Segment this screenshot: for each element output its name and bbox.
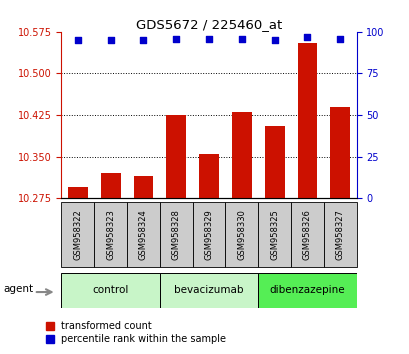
Point xyxy=(238,36,245,41)
Bar xyxy=(297,43,317,198)
Bar xyxy=(133,176,153,198)
Bar xyxy=(160,273,258,308)
Text: dibenzazepine: dibenzazepine xyxy=(269,285,344,295)
Text: control: control xyxy=(92,285,128,295)
Point xyxy=(107,38,114,43)
Bar xyxy=(258,202,290,267)
Text: agent: agent xyxy=(3,284,33,293)
Bar xyxy=(127,202,160,267)
Point xyxy=(271,38,277,43)
Point xyxy=(173,36,179,41)
Bar xyxy=(330,107,349,198)
Bar xyxy=(166,115,186,198)
Bar xyxy=(160,202,192,267)
Bar xyxy=(199,154,218,198)
Bar xyxy=(231,112,251,198)
Legend: transformed count, percentile rank within the sample: transformed count, percentile rank withi… xyxy=(46,321,226,344)
Text: GSM958328: GSM958328 xyxy=(171,209,180,260)
Bar xyxy=(264,126,284,198)
Text: GSM958324: GSM958324 xyxy=(139,209,148,260)
Bar xyxy=(101,173,120,198)
Bar xyxy=(94,202,127,267)
Bar xyxy=(61,202,94,267)
Point xyxy=(303,34,310,40)
Point xyxy=(205,36,212,41)
Bar xyxy=(61,273,160,308)
Bar xyxy=(68,187,88,198)
Bar xyxy=(290,202,323,267)
Text: GSM958323: GSM958323 xyxy=(106,209,115,260)
Text: GSM958325: GSM958325 xyxy=(270,209,279,260)
Point xyxy=(74,38,81,43)
Text: GSM958330: GSM958330 xyxy=(237,209,246,260)
Bar xyxy=(258,273,356,308)
Text: GSM958327: GSM958327 xyxy=(335,209,344,260)
Text: GSM958326: GSM958326 xyxy=(302,209,311,260)
Title: GDS5672 / 225460_at: GDS5672 / 225460_at xyxy=(136,18,281,31)
Text: GSM958322: GSM958322 xyxy=(73,209,82,260)
Text: bevacizumab: bevacizumab xyxy=(174,285,243,295)
Bar xyxy=(225,202,258,267)
Point xyxy=(140,38,146,43)
Point xyxy=(336,36,343,41)
Text: GSM958329: GSM958329 xyxy=(204,209,213,260)
Bar xyxy=(323,202,356,267)
Bar xyxy=(192,202,225,267)
